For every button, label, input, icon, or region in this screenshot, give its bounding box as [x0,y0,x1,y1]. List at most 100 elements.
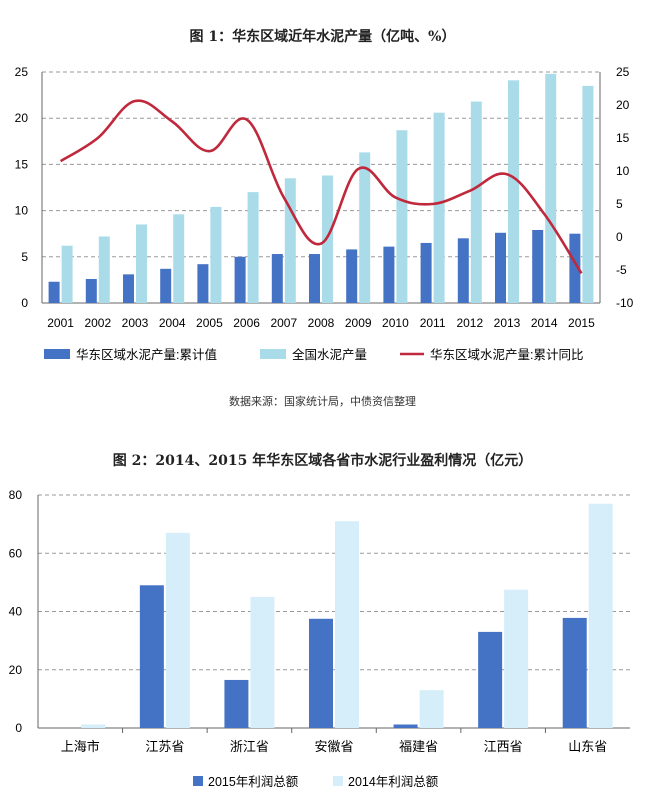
legend-label-2015: 2015年利润总额 [208,775,299,789]
x-tick-label: 2001 [47,316,74,330]
chart-1-source: 数据来源：国家统计局，中债资信整理 [229,395,416,408]
bar-east-china [48,281,60,303]
y-tick-label-right: 10 [616,164,630,178]
bar-national [136,224,147,303]
x-tick-label: 2013 [494,316,521,330]
x-tick-label: 上海市 [61,739,100,754]
y-tick-label: 80 [9,488,23,502]
bar-2014-profit [81,724,106,728]
x-tick-label: 2007 [270,316,297,330]
x-tick-label: 安徽省 [314,739,353,754]
bar-national [210,206,222,303]
bar-national [582,85,594,303]
chart-2-svg: 0 20 40 60 80 上海市 江苏省 浙江省 安徽省 福建省 江西省 山东省 2015年利润总额 2… [9,488,630,789]
y-tick-label-right: 25 [616,65,630,79]
bar-east-china [234,256,246,303]
bar-national [173,214,185,303]
x-tick-label: 浙江省 [230,739,269,754]
line-yoy-growth [59,99,583,274]
y-tick-label-left: 25 [15,65,29,79]
y-tick-label-right: 20 [616,98,630,112]
bar-2014-profit [419,690,444,728]
legend-swatch-national [260,349,286,359]
y-tick-label-left: 15 [15,157,29,171]
bar-2015-profit [309,618,333,728]
bar-national [61,245,73,303]
bar-national [470,101,482,304]
chart-1-title: 图 1：华东区域近年水泥产量（亿吨、%） [189,29,456,45]
bar-east-china [197,264,209,303]
x-tick-label: 2015 [568,316,595,330]
bar-2014-profit [335,521,359,728]
y-tick-label-left: 20 [15,111,29,125]
chart-1-svg: 0 5 10 15 20 25 -10 -5 0 5 10 15 20 25 2001 2002 2003 200… [15,65,634,362]
bar-east-china [309,254,320,303]
bar-east-china [457,238,469,303]
bar-east-china [532,230,544,303]
legend-swatch-2015 [193,776,203,786]
x-tick-label: 2004 [159,316,186,330]
legend-swatch-2014 [333,776,343,786]
y-tick-label: 0 [15,721,22,735]
x-tick-label: 山东省 [568,739,607,754]
bar-east-china [495,232,506,303]
y-tick-label-right: 15 [616,131,630,145]
y-tick-label-right: 5 [616,197,623,211]
x-tick-label: 江西省 [484,739,523,754]
bar-national [396,130,408,303]
x-tick-label: 2009 [345,316,372,330]
chart-2-panel: 图 2：2014、2015 年华东区域各省市水泥行业盈利情况（亿元） 0 20 40… [0,420,645,800]
bar-east-china [123,274,134,303]
bar-2014-profit [588,503,613,728]
x-tick-label: 2010 [382,316,409,330]
bar-2015-profit [139,585,164,728]
bar-2014-profit [250,596,275,728]
bar-east-china [420,242,432,303]
bar-2015-profit [562,617,587,728]
bar-east-china [160,268,172,303]
y-tick-label-right: -5 [616,263,627,277]
y-tick-label: 20 [9,663,23,677]
y-tick-label-left: 0 [21,296,28,310]
legend-label-east-china: 华东区域水泥产量:累计值 [76,347,217,362]
bar-national [545,73,557,304]
bar-east-china [271,254,283,303]
bar-national [247,192,259,303]
bar-national [359,152,371,303]
legend-label-national: 全国水泥产量 [292,347,367,362]
bar-2015-profit [393,724,418,728]
legend-swatch-east-china [44,349,70,359]
y-tick-label-left: 10 [15,204,29,218]
bar-east-china [569,233,581,303]
bar-national [284,178,296,303]
chart-2-title: 图 2：2014、2015 年华东区域各省市水泥行业盈利情况（亿元） [112,453,533,469]
bar-2014-profit [504,589,529,728]
x-tick-label: 2008 [308,316,335,330]
y-tick-label: 40 [9,605,23,619]
bar-east-china [383,246,395,303]
legend-label-2014: 2014年利润总额 [348,775,439,789]
y-tick-label-left: 5 [21,250,28,264]
x-tick-label: 2014 [531,316,558,330]
x-tick-label: 2003 [122,316,149,330]
bar-2015-profit [224,679,249,728]
bar-national [322,175,333,303]
x-tick-label: 福建省 [399,739,438,754]
y-tick-label-right: 0 [616,230,623,244]
bar-national [508,80,519,303]
x-tick-label: 2006 [233,316,260,330]
x-tick-label: 2005 [196,316,223,330]
x-tick-label: 2002 [84,316,111,330]
y-tick-label: 60 [9,546,23,560]
x-tick-label: 江苏省 [145,739,184,754]
bar-national [98,236,110,303]
y-tick-label-right: -10 [616,296,634,310]
bar-national [433,112,445,303]
bar-east-china [346,249,358,303]
bar-east-china [85,278,97,303]
bar-2015-profit [478,631,503,728]
x-tick-label: 2012 [456,316,483,330]
x-tick-label: 2011 [420,316,446,330]
chart-1-panel: 图 1：华东区域近年水泥产量（亿吨、%） 0 5 10 15 20 25 -10 -5 0 5 10… [15,29,634,408]
bar-2014-profit [165,532,190,728]
